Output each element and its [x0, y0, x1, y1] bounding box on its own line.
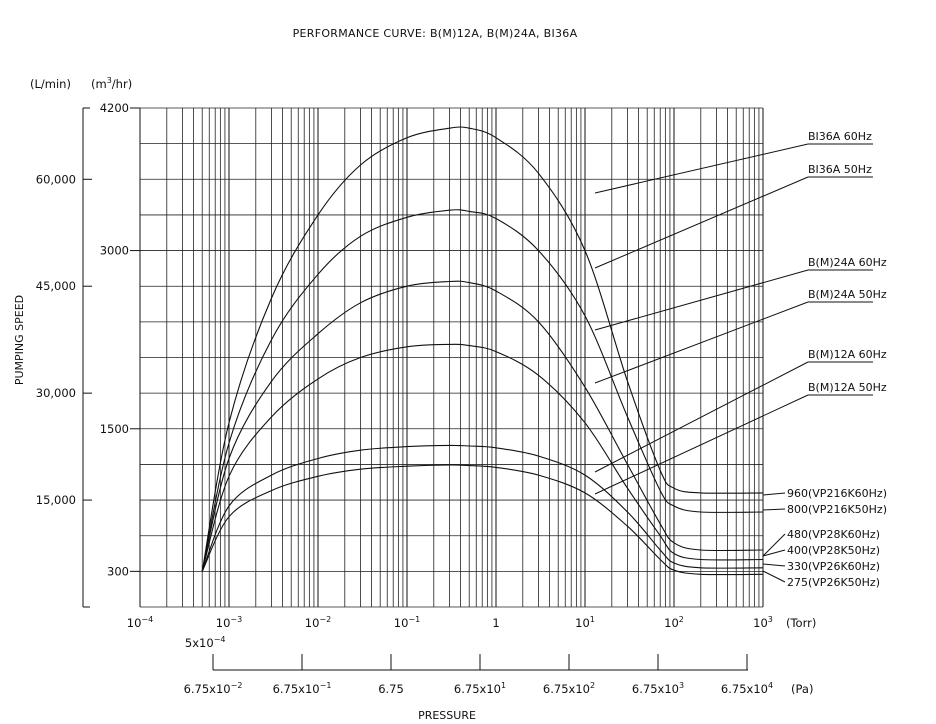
x-tick-pa-base: 6.75x10 — [632, 682, 679, 696]
series-end-leader — [762, 570, 786, 583]
series-end-label: 275(VP26K50Hz) — [787, 576, 880, 589]
series-curves — [201, 126, 764, 576]
x-tick-torr: 102 — [664, 615, 684, 630]
x-tick-pa-exp: 2 — [590, 681, 595, 690]
series-curve — [201, 464, 764, 576]
series-legend-label: B(M)24A 60Hz — [808, 256, 887, 269]
y-tick-labels: 4200 3000 1500 300 60,000 45,000 30,000 15,000 — [36, 101, 140, 578]
x-tick-torr-exp: −2 — [319, 615, 331, 624]
y-axis-label: PUMPING SPEED — [13, 295, 26, 385]
series-leader-line — [594, 143, 809, 194]
series-legend: BI36A 60Hz 960(VP216K60Hz) BI36A 50Hz 800(V… — [594, 130, 887, 589]
x-tick-pa: 6.75x10−2 — [184, 681, 243, 696]
x-tick-pa: 6.75x10−1 — [273, 681, 332, 696]
x-tick-torr-base: 10 — [664, 616, 679, 630]
x-tick-pa-base: 6.75 — [378, 682, 404, 696]
x-tick-pa: 6.75x101 — [454, 681, 506, 696]
x-tick-pa-exp: −2 — [231, 681, 243, 690]
x-tick-pa-base: 6.75x10 — [721, 682, 768, 696]
x-tick-torr-base: 10 — [305, 616, 320, 630]
y-tick-lmin: 45,000 — [36, 279, 76, 293]
x-tick-pa: 6.75 — [378, 682, 404, 696]
x-tick-torr: 10−1 — [394, 615, 420, 630]
x-tick-torr: 10−2 — [305, 615, 331, 630]
y-unit-lmin: (L/min) — [30, 77, 71, 91]
x-start-pressure-label-base: 5x10 — [185, 636, 214, 650]
series-end-leader — [762, 533, 786, 557]
x-tick-torr-exp: 1 — [590, 615, 595, 624]
x-tick-pa-base: 6.75x10 — [454, 682, 501, 696]
x-tick-pa-exp: 1 — [501, 681, 506, 690]
series-end-leader — [762, 563, 786, 567]
x-tick-torr: 103 — [753, 615, 773, 630]
x-tick-pa: 6.75x104 — [721, 681, 773, 696]
grid-lines — [139, 107, 764, 608]
series-end-leader — [762, 492, 786, 496]
x-axis-label: PRESSURE — [418, 709, 476, 722]
series-curve — [201, 280, 764, 572]
series-legend-label: B(M)24A 50Hz — [808, 288, 887, 301]
series-legend-label: B(M)12A 60Hz — [808, 348, 887, 361]
x-tick-torr-base: 10 — [575, 616, 590, 630]
x-tick-torr-exp: 2 — [679, 615, 684, 624]
x-tick-pa-exp: 4 — [768, 681, 773, 690]
y-tick-m3hr: 1500 — [100, 422, 129, 436]
x-tick-torr-base: 10 — [216, 616, 231, 630]
x-tick-torr-exp: 3 — [768, 615, 773, 624]
x-tick-pa: 6.75x103 — [632, 681, 684, 696]
x-tick-pa-exp: 3 — [679, 681, 684, 690]
series-end-label: 480(VP28K60Hz) — [787, 528, 880, 541]
y-tick-m3hr: 4200 — [100, 101, 129, 115]
series-leader-line — [594, 176, 809, 269]
x-tick-torr-exp: −3 — [230, 615, 242, 624]
x-tick-torr-base: 10 — [127, 616, 142, 630]
x-tick-torr-base: 1 — [492, 616, 499, 630]
series-end-label: 400(VP28K50Hz) — [787, 544, 880, 557]
y-tick-lmin: 15,000 — [36, 493, 76, 507]
series-legend-label: B(M)12A 50Hz — [808, 381, 887, 394]
series-leader-line — [594, 269, 809, 331]
x-tick-torr-base: 10 — [394, 616, 409, 630]
series-leader-line — [594, 394, 809, 495]
x-unit-torr: (Torr) — [786, 616, 816, 630]
x-tick-torr-base: 10 — [753, 616, 768, 630]
x-tick-pa: 6.75x102 — [543, 681, 595, 696]
series-end-leader — [762, 508, 786, 511]
x-start-pressure-label: 5x10−4 — [185, 635, 226, 650]
series-end-label: 800(VP216K50Hz) — [787, 503, 887, 516]
x-tick-pa-base: 6.75x10 — [273, 682, 320, 696]
x-tick-torr: 10−4 — [127, 615, 153, 630]
x-tick-torr-exp: −1 — [408, 615, 420, 624]
x-unit-pa: (Pa) — [791, 682, 813, 696]
x-tick-torr: 10−3 — [216, 615, 242, 630]
x-tick-labels: 10−4 10−3 10−2 10−1 1 101 102 1035x10−46.75x10−… — [127, 615, 773, 696]
series-curve — [201, 126, 764, 572]
series-leader-line — [594, 301, 809, 384]
series-legend-label: BI36A 50Hz — [808, 163, 872, 176]
x-tick-pa-base: 6.75x10 — [184, 682, 231, 696]
series-legend-label: BI36A 60Hz — [808, 130, 872, 143]
x-tick-pa-base: 6.75x10 — [543, 682, 590, 696]
y-tick-m3hr: 3000 — [100, 244, 129, 258]
x-tick-pa-exp: −1 — [320, 681, 332, 690]
chart-title: PERFORMANCE CURVE: B(M)12A, B(M)24A, BI3… — [293, 27, 578, 40]
y-tick-lmin: 60,000 — [36, 172, 76, 186]
series-end-leader — [762, 549, 786, 557]
x-tick-torr-exp: −4 — [141, 615, 153, 624]
y-unit-m3hr: (m3/hr) — [91, 76, 132, 91]
x-tick-torr: 101 — [575, 615, 595, 630]
series-curve — [201, 343, 764, 572]
series-end-label: 330(VP26K60Hz) — [787, 560, 880, 573]
x-tick-torr: 1 — [492, 616, 499, 630]
series-curve — [201, 444, 764, 572]
y-tick-lmin: 30,000 — [36, 386, 76, 400]
series-end-label: 960(VP216K60Hz) — [787, 487, 887, 500]
series-leader-line — [594, 361, 809, 473]
series-curve — [201, 209, 764, 572]
x-start-pressure-label-exp: −4 — [214, 635, 226, 644]
y-tick-m3hr: 300 — [107, 564, 129, 578]
